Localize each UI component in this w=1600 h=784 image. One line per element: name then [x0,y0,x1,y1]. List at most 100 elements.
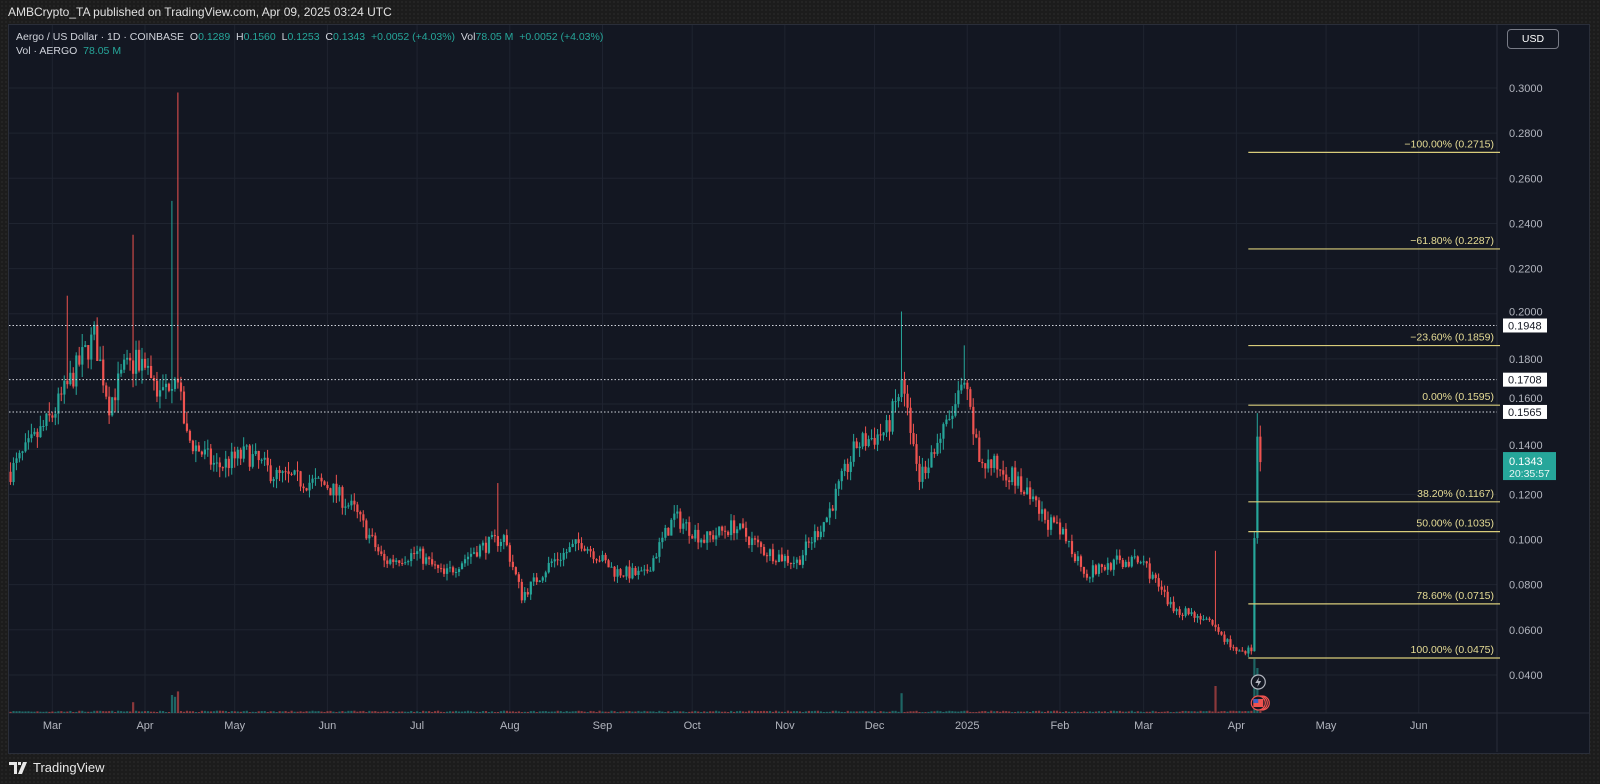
candle-body [278,469,281,473]
volume-bar [718,711,721,713]
candle-body [30,434,33,439]
symbol-title[interactable]: Aergo / US Dollar · 1D · COINBASE [16,31,185,43]
volume-bar [529,711,532,713]
candle-body [15,458,18,463]
volume-bar [18,711,21,713]
volume-bar [550,711,553,713]
candle-body [891,401,894,432]
candle-body [768,549,772,557]
candle-body [580,543,583,549]
candle-body [972,406,975,435]
candle-body [1091,565,1095,578]
volume-bar [69,710,72,713]
volume-bar [437,710,440,713]
volume-bar [936,710,939,713]
candle-body [984,463,987,469]
volume-bar [215,710,218,713]
candle-body [1193,612,1196,618]
candle-body [209,448,212,465]
candle-body [1002,470,1005,475]
volume-bar [90,711,93,713]
volume-bar [481,711,485,713]
candle-body [108,396,111,416]
candle-body [535,577,538,582]
candle-body [652,558,655,571]
volume-bar [987,711,990,713]
volume-bar [978,711,981,713]
volume-bar [915,710,918,713]
volume-bar [278,711,281,713]
candle-body [311,478,314,483]
volume-bar [1118,710,1121,713]
volume-bar [120,711,123,713]
price-axis-label: 0.0600 [1509,625,1543,637]
candle-body [1139,562,1142,564]
candle-body [496,536,500,547]
volume-bar [1184,710,1187,713]
candle-body [1008,480,1011,483]
volume-bar [212,711,215,713]
volume-bar [960,711,963,713]
candle-body [852,441,855,462]
price-level-label: 0.1565 [1508,407,1542,419]
candle-body [786,555,790,563]
volume-bar [84,711,87,713]
volume-bar [858,711,861,713]
candle-body [1136,556,1139,563]
candle-body [511,561,514,568]
volume-bar [951,711,954,713]
candle-body [556,559,559,561]
volume-bar [780,711,784,713]
volume-bar [894,710,897,713]
candle-body [1020,476,1023,492]
volume-bar [709,711,712,713]
volume-bar [963,710,966,713]
candle-body [167,383,171,391]
currency-button[interactable]: USD [1507,29,1559,49]
candle-body [45,413,48,426]
volume-bar [1229,710,1232,713]
volume-bar [368,710,371,713]
volume-bar [63,711,66,713]
volume-bar [451,711,455,713]
candle-body [676,511,679,514]
candle-body [275,469,278,480]
candle-body [643,569,646,571]
volume-bar [1130,710,1133,713]
volume-bar [353,710,356,713]
volume-bar [123,711,126,713]
candle-body [434,564,437,566]
candle-body [571,543,574,547]
candle-body [810,542,813,544]
candle-body [801,555,804,565]
volume-bar [753,711,757,713]
volume-bar [1100,711,1103,713]
volume-bar [864,711,867,713]
volume-bar [454,710,458,713]
volume-bar [733,711,736,713]
last-price-badge [1503,452,1556,481]
candle-body [185,423,189,431]
volume-bar [502,710,505,713]
candle-body [762,546,766,556]
candle-body [419,548,422,552]
volume-bar [670,712,673,713]
tradingview-logo[interactable]: TradingView [9,760,105,775]
volume-bar [721,711,724,713]
volume-bar [443,712,446,713]
candle-body [553,559,556,562]
volume-bar [661,711,664,713]
candle-body [873,437,876,445]
volume-bar [948,710,951,713]
volume-bar [685,712,688,713]
candle-body [861,433,864,447]
volume-bar [724,711,727,713]
candle-body [269,465,272,482]
candle-body [574,539,577,544]
volume-series-title[interactable]: Vol · AERGO [16,45,78,57]
candle-body [335,483,338,496]
price-axis-label: 0.1600 [1509,393,1543,405]
candle-body [1223,634,1226,642]
candle-body [999,469,1002,471]
